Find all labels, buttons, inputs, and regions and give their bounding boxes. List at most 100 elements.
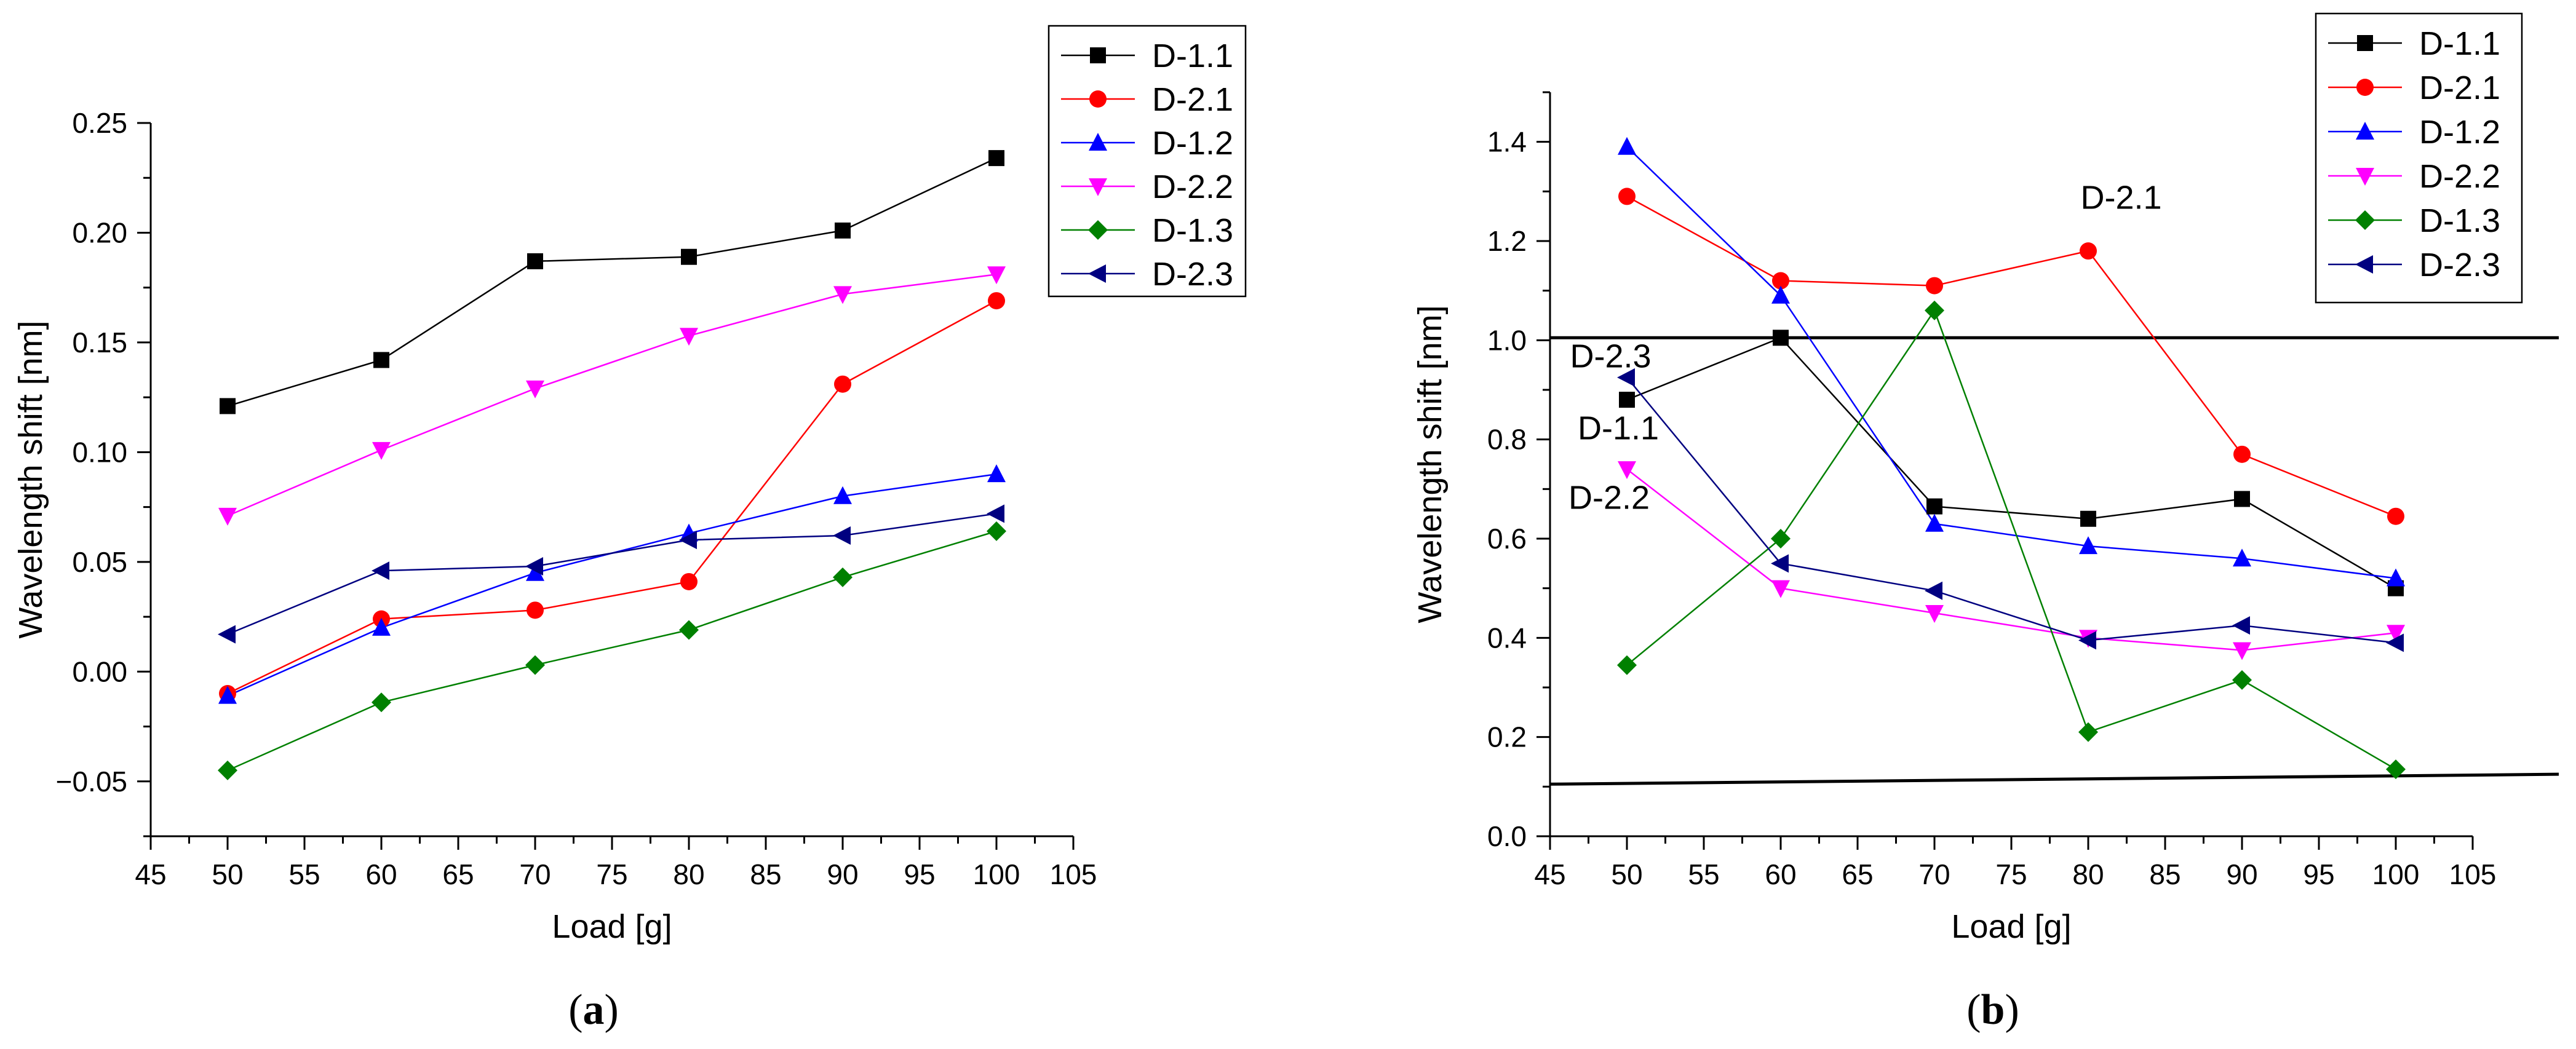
legend-label-D-1.1: D-1.1 [2419,25,2500,62]
y-tick-label: −0.05 [56,766,127,798]
data-point-D-1.2 [1618,137,1636,155]
x-axis-title: Load [g] [552,908,672,945]
panel-caption: (a) [568,986,619,1034]
legend-frame [1047,25,1247,298]
data-point-D-2.1 [2233,445,2251,463]
y-tick-label: 0.15 [72,327,127,358]
legend-marker-D-2.3 [2355,255,2373,274]
data-point-D-1.3 [372,692,391,713]
data-point-D-2.1 [988,292,1005,310]
data-point-D-2.3 [2386,633,2404,652]
y-axis-title: Wavelength shift [nm] [1412,305,1449,623]
data-point-D-2.3 [1925,581,1942,600]
annotation-label: D-2.3 [1570,338,1652,375]
x-axis-title: Load [g] [1951,908,2071,945]
y-tick-label: 0.00 [72,655,127,687]
y-tick-label: 0.0 [1487,820,1527,852]
data-point-D-1.1 [681,248,697,265]
data-point-D-1.3 [1771,529,1791,548]
x-tick-label: 90 [2226,858,2257,890]
x-tick-label: 80 [2072,858,2104,890]
data-point-D-2.1 [834,375,851,393]
data-point-D-1.1 [373,352,389,368]
series-line-D-1.1 [227,157,997,407]
x-tick-label: 95 [2303,858,2334,890]
data-point-D-2.2 [372,441,391,460]
data-point-D-2.3 [987,504,1004,523]
data-point-D-2.1 [1772,272,1789,290]
data-point-D-1.3 [987,521,1006,541]
legend-marker-D-2.1 [2356,79,2374,96]
data-point-D-1.1 [2234,491,2250,507]
x-tick-label: 55 [1688,858,1719,890]
data-point-D-1.2 [372,617,391,636]
x-tick-label: 55 [288,858,320,890]
series-line-D-1.1 [1626,336,2396,589]
data-point-D-1.3 [525,655,545,675]
x-tick-label: 105 [1050,858,1097,890]
series-line-D-2.2 [227,274,997,517]
legend-label-D-2.1: D-2.1 [2419,69,2500,106]
y-tick-label: 0.6 [1487,523,1527,555]
legend-marker-D-1.1 [1090,47,1106,63]
data-point-D-1.3 [2386,759,2406,780]
x-tick-label: 105 [2449,858,2497,890]
data-point-D-2.2 [526,380,544,398]
data-point-D-1.2 [2079,536,2097,555]
data-point-D-2.3 [525,556,543,576]
legend-label-D-2.3: D-2.3 [1152,256,1233,293]
x-tick-label: 85 [2149,858,2180,890]
data-point-D-1.3 [1925,300,1944,320]
data-point-D-2.3 [2232,616,2250,635]
x-tick-label: 100 [973,858,1020,890]
series-line-D-1.2 [227,473,997,697]
data-point-D-1.3 [2232,670,2252,690]
data-point-D-2.2 [2233,642,2251,660]
x-tick-label: 75 [1995,858,2027,890]
data-point-D-1.2 [2233,548,2251,567]
data-point-D-2.1 [527,601,544,619]
data-point-D-2.1 [680,572,698,590]
data-point-D-1.2 [218,686,237,704]
data-point-D-2.2 [833,286,852,304]
y-tick-label: 1.0 [1487,324,1527,356]
data-point-D-2.1 [1618,188,1636,205]
data-point-D-2.3 [833,526,851,545]
data-point-D-2.2 [987,266,1006,285]
data-point-D-1.3 [679,620,699,640]
legend-label-D-2.2: D-2.2 [2419,158,2500,195]
reference-line [1549,772,2559,786]
x-tick-label: 80 [673,858,704,890]
data-point-D-2.3 [2078,631,2096,650]
data-point-D-1.1 [988,150,1004,167]
y-axis-title: Wavelength shift [nm] [12,320,49,638]
series-line-D-2.3 [1626,377,2396,644]
data-point-D-1.1 [2080,510,2096,527]
x-tick-label: 65 [1842,858,1873,890]
x-tick-label: 95 [904,858,935,890]
legend: D-1.1 D-2.1 D-1.2 D-2.2 D-1.3 D-2.3 [1047,25,1247,298]
legend-marker-D-1.3 [2355,210,2375,230]
series-line-D-2.2 [1626,469,2396,651]
x-tick-label: 75 [596,858,627,890]
legend-label-D-1.2: D-1.2 [1152,125,1233,162]
data-point-D-2.1 [1926,277,1943,295]
chart-panel-b: 45 50 55 60 65 70 75 80 85 90 95 100 105 0.0 0.2 0.4 0.6… [1412,12,2559,1034]
data-point-D-2.3 [679,531,697,550]
data-point-D-2.3 [218,625,236,644]
x-tick-label: 50 [1611,858,1642,890]
y-tick-label: 0.8 [1487,424,1527,456]
data-point-D-1.1 [1773,330,1789,346]
data-point-D-2.2 [680,328,698,346]
legend-marker-D-1.3 [1088,220,1108,240]
legend-marker-D-2.2 [1089,178,1107,196]
data-point-D-2.2 [2387,625,2405,643]
data-point-D-1.3 [218,760,237,780]
legend-frame [2315,12,2523,304]
x-tick-label: 70 [519,858,551,890]
annotation-label: D-2.1 [2081,180,2162,216]
data-point-D-2.2 [1925,605,1944,623]
x-tick-label: 65 [442,858,474,890]
chart-panel-a: 45 50 55 60 65 70 75 80 85 90 95 100 105 −0.05 0.00 0.0… [12,25,1247,1034]
